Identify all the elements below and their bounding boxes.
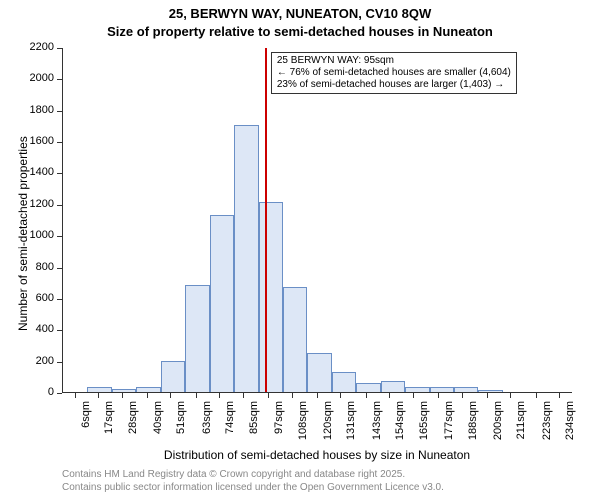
ytick-label: 2200 [0, 41, 54, 53]
ytick-mark [57, 205, 62, 206]
ytick-label: 1600 [0, 135, 54, 147]
histogram-bar [283, 287, 307, 392]
xtick-mark [340, 393, 341, 398]
ytick-label: 800 [0, 261, 54, 273]
histogram-bar [381, 381, 405, 392]
reference-line [265, 48, 267, 392]
xtick-label: 28sqm [127, 401, 139, 446]
xtick-mark [170, 393, 171, 398]
histogram-bar [405, 387, 429, 392]
ytick-mark [57, 236, 62, 237]
xtick-mark [413, 393, 414, 398]
xtick-mark [559, 393, 560, 398]
xtick-label: 85sqm [248, 401, 260, 446]
histogram-bar [430, 387, 454, 392]
xtick-mark [536, 393, 537, 398]
chart-title-line2: Size of property relative to semi-detach… [0, 24, 600, 39]
xtick-mark [389, 393, 390, 398]
histogram-bar [185, 285, 209, 392]
x-axis-label: Distribution of semi-detached houses by … [62, 448, 572, 462]
xtick-mark [292, 393, 293, 398]
ytick-label: 2000 [0, 72, 54, 84]
ytick-mark [57, 299, 62, 300]
xtick-label: 97sqm [273, 401, 285, 446]
annotation-line3: 23% of semi-detached houses are larger (… [277, 79, 511, 91]
ytick-label: 1400 [0, 166, 54, 178]
ytick-mark [57, 111, 62, 112]
ytick-mark [57, 173, 62, 174]
annotation-box: 25 BERWYN WAY: 95sqm ← 76% of semi-detac… [271, 52, 517, 94]
xtick-mark [98, 393, 99, 398]
histogram-bar [234, 125, 258, 392]
xtick-mark [438, 393, 439, 398]
xtick-label: 143sqm [371, 401, 383, 446]
xtick-mark [317, 393, 318, 398]
histogram-bar [356, 383, 380, 392]
ytick-mark [57, 330, 62, 331]
xtick-mark [510, 393, 511, 398]
histogram-bar [112, 389, 136, 392]
xtick-label: 6sqm [80, 401, 92, 446]
xtick-mark [366, 393, 367, 398]
ytick-label: 600 [0, 292, 54, 304]
ytick-mark [57, 268, 62, 269]
annotation-line2: ← 76% of semi-detached houses are smalle… [277, 67, 511, 79]
ytick-label: 0 [0, 386, 54, 398]
xtick-mark [243, 393, 244, 398]
histogram-bar [259, 202, 283, 392]
ytick-label: 1800 [0, 104, 54, 116]
annotation-line1: 25 BERWYN WAY: 95sqm [277, 55, 511, 67]
histogram-bar [161, 361, 185, 392]
xtick-mark [219, 393, 220, 398]
ytick-label: 1200 [0, 198, 54, 210]
ytick-label: 400 [0, 323, 54, 335]
ytick-mark [57, 362, 62, 363]
histogram-bar [307, 353, 331, 392]
histogram-bar [332, 372, 356, 392]
footer-line2: Contains public sector information licen… [62, 482, 444, 493]
xtick-label: 131sqm [345, 401, 357, 446]
ytick-mark [57, 48, 62, 49]
xtick-label: 177sqm [443, 401, 455, 446]
histogram-bar [210, 215, 234, 392]
ytick-mark [57, 142, 62, 143]
chart-title-line1: 25, BERWYN WAY, NUNEATON, CV10 8QW [0, 6, 600, 21]
xtick-mark [122, 393, 123, 398]
histogram-bar [454, 387, 478, 392]
xtick-label: 120sqm [322, 401, 334, 446]
xtick-label: 74sqm [224, 401, 236, 446]
xtick-mark [487, 393, 488, 398]
histogram-bar [478, 390, 502, 392]
ytick-mark [57, 79, 62, 80]
xtick-label: 188sqm [467, 401, 479, 446]
xtick-label: 234sqm [564, 401, 576, 446]
xtick-label: 17sqm [103, 401, 115, 446]
xtick-label: 223sqm [541, 401, 553, 446]
xtick-mark [268, 393, 269, 398]
footer-line1: Contains HM Land Registry data © Crown c… [62, 469, 405, 480]
xtick-label: 108sqm [297, 401, 309, 446]
xtick-label: 63sqm [201, 401, 213, 446]
xtick-label: 154sqm [394, 401, 406, 446]
ytick-label: 1000 [0, 229, 54, 241]
xtick-label: 51sqm [175, 401, 187, 446]
xtick-mark [147, 393, 148, 398]
plot-area: 25 BERWYN WAY: 95sqm ← 76% of semi-detac… [62, 48, 572, 393]
xtick-mark [75, 393, 76, 398]
xtick-mark [462, 393, 463, 398]
xtick-label: 165sqm [418, 401, 430, 446]
xtick-mark [196, 393, 197, 398]
xtick-label: 40sqm [152, 401, 164, 446]
histogram-bar [87, 387, 111, 392]
xtick-label: 200sqm [492, 401, 504, 446]
histogram-chart: 25, BERWYN WAY, NUNEATON, CV10 8QW Size … [0, 0, 600, 500]
ytick-mark [57, 393, 62, 394]
histogram-bar [136, 387, 160, 392]
xtick-label: 211sqm [515, 401, 527, 446]
ytick-label: 200 [0, 355, 54, 367]
